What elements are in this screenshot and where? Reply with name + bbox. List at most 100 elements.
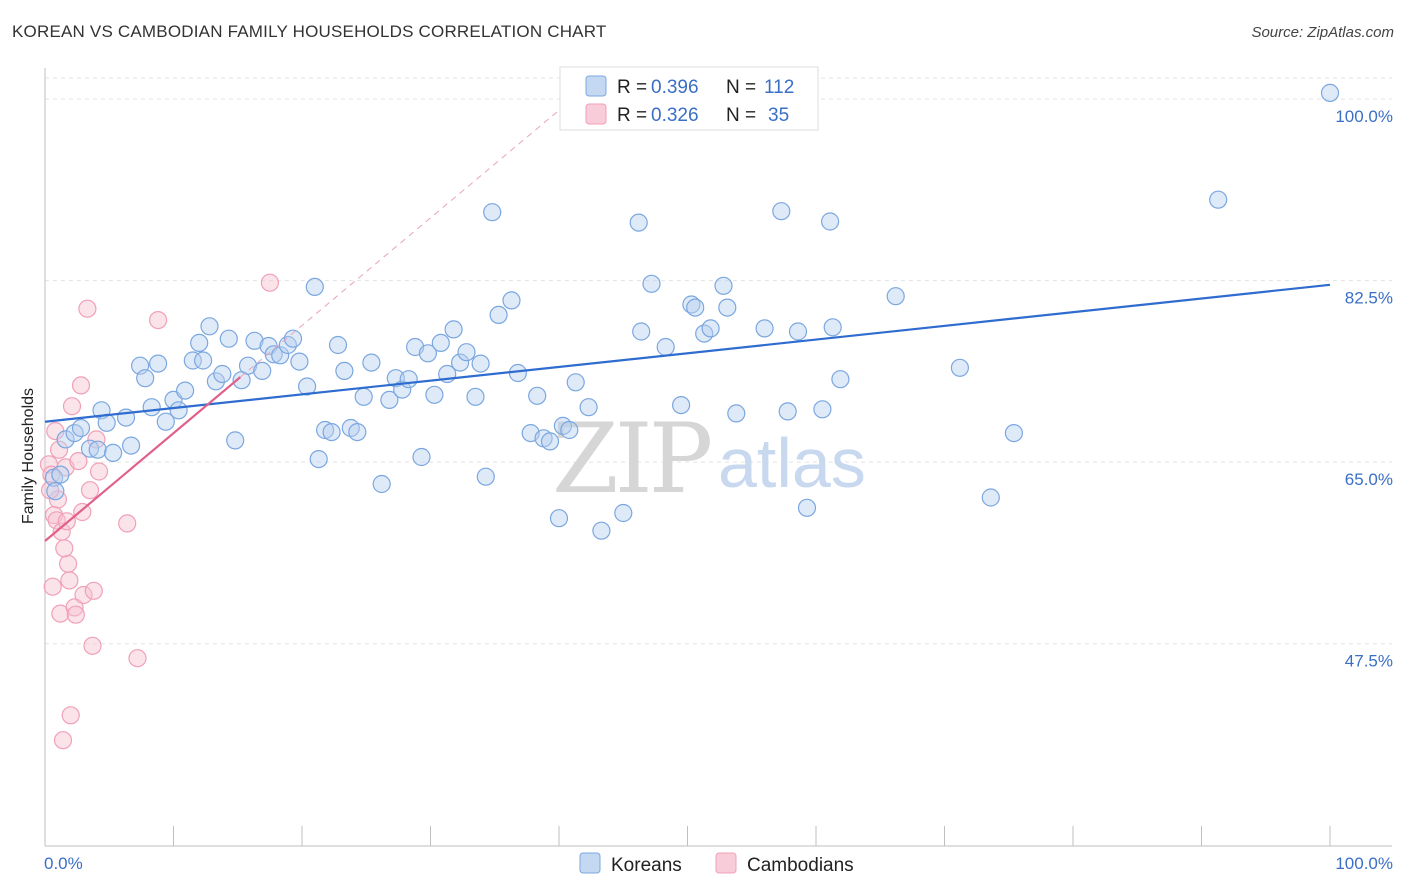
data-point	[335, 361, 354, 380]
data-point	[71, 418, 91, 438]
bottom-legend-label-cambodian: Cambodians	[747, 855, 854, 876]
bottom-legend-label-korean: Koreans	[611, 855, 682, 876]
data-point	[483, 203, 502, 222]
data-point	[283, 329, 303, 348]
data-point	[820, 212, 840, 231]
x-tick-label-min: 0.0%	[44, 854, 83, 873]
data-point	[83, 636, 102, 655]
data-point	[61, 706, 80, 725]
legend-n-label-cambodian: N =	[726, 105, 756, 126]
legend-r-value-korean: 0.396	[651, 77, 699, 98]
data-point	[194, 351, 213, 370]
stats-legend: R = 0.396 N = 112 R = 0.326 N = 35	[559, 66, 819, 131]
data-point	[264, 345, 283, 364]
data-point	[393, 380, 412, 399]
data-point	[200, 317, 219, 336]
data-point	[399, 370, 418, 389]
data-point	[69, 452, 88, 471]
data-point	[156, 412, 175, 431]
data-point	[328, 335, 348, 355]
data-point	[238, 356, 258, 375]
cambodian-trend-line	[44, 376, 242, 542]
data-point	[823, 318, 842, 337]
data-point	[169, 401, 188, 420]
legend-n-value-korean: 112	[764, 77, 794, 98]
data-point	[540, 432, 560, 451]
data-point	[51, 465, 70, 484]
data-point	[528, 386, 547, 405]
legend-r-label-korean: R =	[617, 77, 647, 98]
data-point	[183, 351, 202, 370]
data-point	[80, 439, 100, 458]
data-point	[755, 319, 774, 338]
data-point	[122, 436, 141, 455]
y-tick-labels: 47.5% 65.0% 82.5% 100.0%	[1335, 107, 1393, 671]
legend-n-label-korean: N =	[726, 77, 756, 98]
data-point	[149, 354, 168, 373]
data-point	[813, 400, 832, 419]
korean-series	[44, 83, 1340, 540]
x-tick-label-max: 100.0%	[1335, 854, 1393, 873]
data-point	[831, 370, 850, 389]
data-point	[788, 322, 808, 341]
data-point	[84, 581, 103, 600]
data-point	[190, 333, 209, 352]
watermark-atlas: atlas	[718, 424, 866, 502]
data-point	[950, 358, 970, 377]
data-point	[451, 353, 470, 372]
data-point	[103, 443, 123, 462]
data-point	[71, 376, 91, 395]
x-tick-marks	[44, 826, 1331, 846]
data-point	[471, 354, 490, 373]
data-point	[632, 322, 651, 341]
data-point	[290, 352, 309, 371]
data-point	[489, 305, 508, 324]
data-point	[614, 503, 633, 523]
data-point	[981, 488, 1000, 507]
data-point	[73, 502, 92, 522]
legend-r-label-cambodian: R =	[617, 105, 647, 126]
watermark-zip: ZIP	[552, 403, 711, 515]
data-point	[431, 333, 450, 352]
data-point	[592, 521, 611, 540]
data-point	[74, 585, 93, 605]
watermark: ZIP atlas	[552, 403, 866, 515]
data-point	[1004, 424, 1024, 443]
data-point	[372, 474, 391, 494]
data-point	[219, 329, 238, 348]
data-point	[418, 344, 437, 363]
data-point	[53, 731, 73, 750]
data-point	[1209, 190, 1228, 209]
data-point	[502, 291, 521, 310]
source-label: Source: ZipAtlas.com	[1251, 24, 1394, 41]
data-point	[46, 482, 65, 501]
data-point	[65, 598, 84, 617]
data-point	[271, 346, 290, 365]
data-point	[642, 274, 661, 293]
data-point	[118, 514, 137, 533]
data-point	[253, 361, 272, 380]
data-point	[701, 319, 720, 338]
data-point	[380, 390, 399, 409]
cambodian-trend-extension	[239, 88, 586, 378]
data-point	[714, 276, 733, 295]
data-point	[245, 331, 264, 350]
cambodian-series	[39, 273, 279, 750]
data-point	[354, 387, 373, 406]
data-point	[309, 450, 328, 469]
data-point	[466, 387, 485, 406]
data-point	[206, 372, 225, 391]
data-point	[560, 420, 579, 440]
data-point	[66, 605, 85, 624]
data-point	[60, 571, 79, 590]
data-point	[305, 277, 324, 296]
data-point	[55, 539, 74, 558]
data-point	[386, 369, 405, 388]
data-point	[56, 430, 75, 449]
data-point	[772, 202, 791, 221]
chart-title: KOREAN VS CAMBODIAN FAMILY HOUSEHOLDS CO…	[12, 22, 607, 41]
data-point	[1320, 83, 1340, 103]
data-point	[457, 343, 476, 362]
legend-n-value-cambodian: 35	[768, 105, 789, 126]
data-point	[348, 423, 367, 442]
